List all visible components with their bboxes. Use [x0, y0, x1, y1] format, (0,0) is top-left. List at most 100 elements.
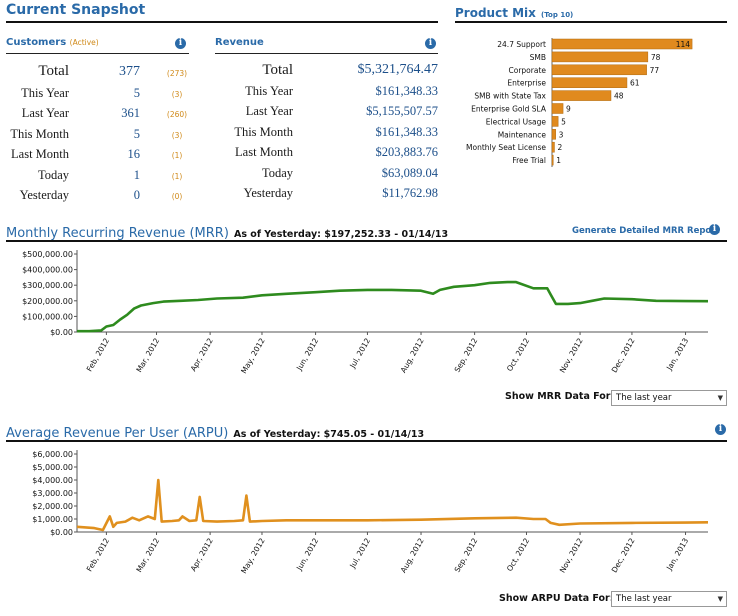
product-mix-bar[interactable]: [551, 64, 647, 76]
chevron-down-icon: ▼: [717, 595, 723, 603]
mrr-heading: Monthly Recurring Revenue (MRR) As of Ye…: [6, 222, 448, 241]
chevron-down-icon: ▼: [717, 394, 723, 402]
customers-row-value: 5: [133, 126, 140, 141]
product-mix-value-label: 1: [556, 156, 561, 165]
revenue-row-label: Last Year: [245, 104, 293, 118]
product-mix-category-label: SMB with State Tax: [474, 92, 546, 101]
mrr-y-tick-label: $500,000.00: [22, 250, 73, 259]
revenue-row-value: $203,883.76: [375, 145, 439, 159]
customers-rule: [6, 53, 189, 54]
mrr-report-link[interactable]: Generate Detailed MRR Report: [572, 226, 720, 236]
customers-heading-label: Customers: [6, 37, 67, 48]
customers-heading-note: (Active): [69, 38, 99, 47]
arpu-x-tick-label: Aug, 2012: [399, 536, 426, 574]
revenue-row-value: $161,348.33: [375, 124, 439, 139]
arpu-y-tick-label: $5,000.00: [32, 463, 73, 472]
mrr-y-tick-label: $0.00: [50, 328, 73, 337]
customers-row-paren: (3): [171, 130, 183, 140]
customers-row-label: Today: [37, 167, 69, 182]
product-mix-category-label: Corporate: [509, 66, 547, 75]
customers-row-value: 361: [121, 106, 140, 120]
mrr-x-tick-label: Feb, 2012: [85, 336, 111, 373]
customers-row-paren: (1): [171, 151, 183, 160]
product-mix-bar[interactable]: [551, 129, 556, 140]
arpu-range-value: The last year: [616, 594, 672, 604]
product-mix-category-label: 24.7 Support: [497, 40, 546, 49]
customers-row-paren: (3): [171, 89, 183, 99]
arpu-x-tick-label: Dec, 2012: [610, 536, 637, 574]
mrr-title: Monthly Recurring Revenue (MRR): [6, 226, 229, 241]
product-mix-bar[interactable]: [551, 116, 559, 127]
customers-row-value: 377: [119, 64, 140, 79]
product-mix-bar[interactable]: [551, 141, 555, 153]
arpu-title: Average Revenue Per User (ARPU): [6, 426, 229, 441]
product-mix-chart: 24.7 Support 114 SMB 78 Corporate 77 Enterpris…: [466, 38, 693, 167]
product-mix-bar[interactable]: [551, 154, 554, 166]
product-mix-title: Product Mix: [455, 6, 536, 20]
mrr-info-icon[interactable]: i: [709, 224, 720, 235]
mrr-rule: [6, 240, 727, 242]
customers-row-value: 1: [133, 167, 140, 182]
mrr-range-value: The last year: [616, 393, 672, 403]
mrr-chart: $500,000.00 $400,000.00 $300,000.00 $200,00…: [22, 250, 709, 375]
arpu-heading: Average Revenue Per User (ARPU) As of Ye…: [6, 422, 424, 441]
snapshot-title: Current Snapshot: [6, 2, 146, 18]
product-mix-category-label: Enterprise Gold SLA: [471, 105, 547, 114]
customers-row-label: Last Year: [21, 106, 69, 120]
revenue-row-label: Yesterday: [243, 186, 293, 200]
product-mix-value-label: 5: [561, 117, 566, 126]
mrr-x-tick-label: Mar, 2012: [134, 336, 161, 374]
revenue-row-label: This Month: [234, 124, 293, 139]
customers-row-paren: (1): [171, 171, 183, 181]
product-mix-value-label: 61: [630, 79, 640, 88]
mrr-x-tick-label: Aug, 2012: [399, 336, 426, 374]
mrr-series-line: [77, 280, 709, 333]
mrr-x-tick-label: Dec, 2012: [610, 336, 637, 374]
arpu-show-label: Show ARPU Data For:: [499, 593, 614, 604]
revenue-info-icon[interactable]: i: [425, 38, 436, 49]
arpu-x-tick-label: Nov, 2012: [558, 536, 585, 574]
arpu-chart: $6,000.00 $5,000.00 $4,000.00 $3,000.00 $2,0…: [32, 450, 709, 575]
product-mix-value-label: 77: [650, 66, 660, 75]
arpu-y-tick-label: $6,000.00: [32, 450, 73, 459]
product-mix-heading: Product Mix (Top 10): [455, 2, 573, 21]
revenue-row-label: Last Month: [235, 145, 293, 159]
product-mix-category-label: Enterprise: [507, 79, 546, 88]
mrr-y-tick-label: $100,000.00: [22, 312, 73, 321]
product-mix-category-label: Free Trial: [512, 156, 546, 165]
product-mix-bar[interactable]: [551, 103, 564, 114]
revenue-heading: Revenue: [215, 37, 264, 48]
mrr-x-tick-label: Apr, 2012: [189, 336, 215, 373]
arpu-range-select[interactable]: The last year ▼: [611, 591, 727, 607]
mrr-x-tick-label: May, 2012: [239, 336, 267, 375]
mrr-range-select[interactable]: The last year ▼: [611, 390, 727, 406]
revenue-row-value: $161,348.33: [375, 83, 439, 98]
customers-row-label: This Month: [10, 126, 69, 141]
arpu-x-tick-label: Jun, 2012: [294, 536, 320, 572]
arpu-info-icon[interactable]: i: [715, 424, 726, 435]
arpu-x-tick-label: Apr, 2012: [189, 536, 215, 573]
product-mix-category-label: Electrical Usage: [486, 117, 547, 126]
product-mix-bar[interactable]: [551, 51, 649, 63]
customers-row-label: This Year: [21, 85, 69, 100]
customers-row-label: Total: [38, 63, 69, 79]
snapshot-rule: [6, 21, 438, 23]
product-mix-bar[interactable]: [551, 77, 628, 88]
mrr-y-tick-label: $200,000.00: [22, 297, 73, 306]
customers-info-icon[interactable]: i: [175, 38, 186, 49]
product-mix-category-label: Monthly Seat License: [466, 143, 546, 152]
revenue-rule: [215, 53, 438, 54]
product-mix-category-label: SMB: [530, 53, 546, 62]
product-mix-bar[interactable]: [551, 38, 693, 50]
arpu-x-tick-label: Feb, 2012: [85, 536, 111, 573]
product-mix-value-label: 114: [676, 40, 691, 49]
product-mix-category-label: Maintenance: [498, 130, 547, 139]
arpu-x-tick-label: May, 2012: [239, 536, 267, 575]
arpu-x-tick-label: Sep, 2012: [453, 536, 480, 574]
arpu-y-tick-label: $1,000.00: [32, 515, 73, 524]
mrr-x-tick-label: Jan, 2013: [664, 336, 690, 372]
arpu-x-tick-label: Mar, 2012: [134, 536, 161, 574]
revenue-row-value: $5,321,764.47: [357, 62, 439, 77]
product-mix-bar[interactable]: [551, 90, 612, 101]
arpu-y-tick-label: $3,000.00: [32, 489, 73, 498]
